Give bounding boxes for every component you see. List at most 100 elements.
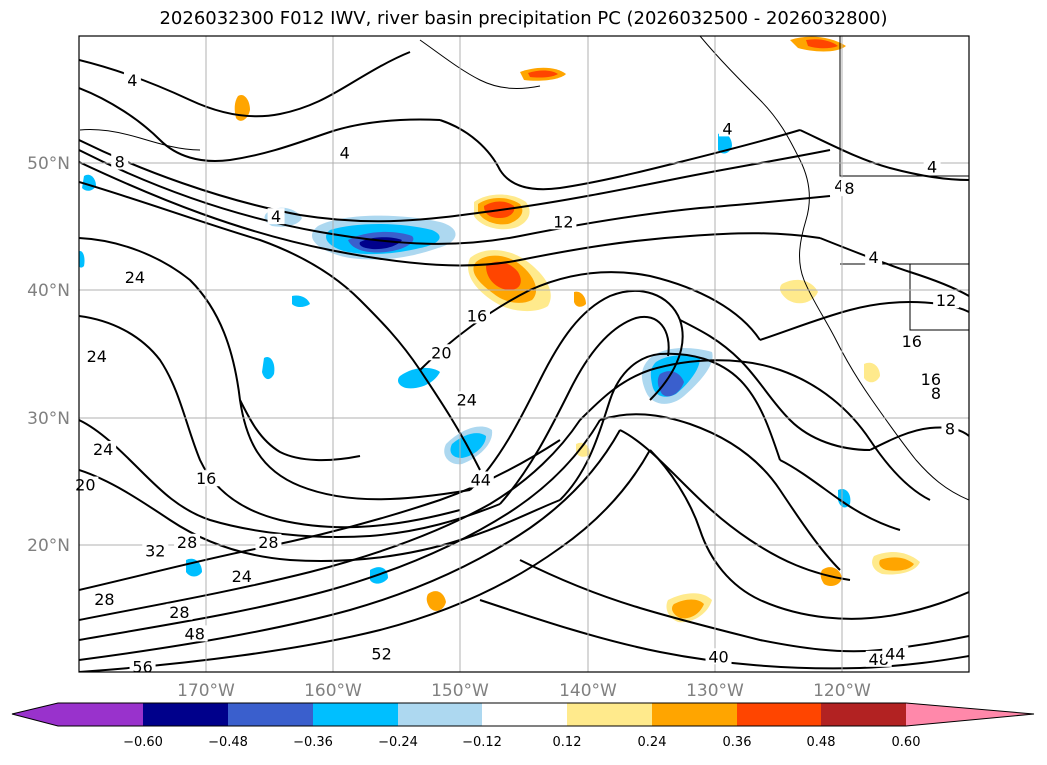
contour-label-background — [255, 533, 282, 550]
contour-label-background — [368, 645, 395, 662]
contour-label: 12 — [553, 212, 573, 231]
contour-label-background — [129, 658, 156, 675]
lat-labels: 20°N 30°N 40°N 50°N — [27, 154, 70, 556]
colorbar-bin — [482, 703, 567, 726]
colorbar-bin — [567, 703, 652, 726]
lon-label: 120°W — [813, 681, 871, 701]
colorbar-bin — [228, 703, 313, 726]
contour-label-background — [336, 144, 354, 161]
contour-label-background — [428, 344, 455, 361]
lat-label: 50°N — [27, 154, 70, 174]
contour-label-background — [933, 292, 960, 309]
contour-label: 24 — [457, 390, 477, 409]
contour-label: 28 — [258, 533, 278, 552]
contour-label-background — [865, 248, 883, 265]
contour-label-background — [882, 645, 909, 662]
contour-label-background — [111, 153, 129, 170]
contour-label-background — [941, 420, 959, 437]
contour-label-background — [166, 603, 193, 620]
contour-label-background — [467, 471, 494, 488]
contour-label: 44 — [471, 470, 491, 489]
contour-label-background — [463, 307, 490, 324]
colorbar-tick: −0.12 — [462, 735, 502, 750]
lon-label: 160°W — [304, 681, 362, 701]
contour-label: 20 — [75, 476, 95, 495]
contour-label-background — [917, 370, 944, 387]
contour-label: 20 — [431, 343, 451, 362]
contour-label-background — [923, 158, 941, 175]
contour-label: 24 — [87, 347, 107, 366]
contour-label: 24 — [125, 268, 145, 287]
contour-label: 28 — [94, 590, 114, 609]
lon-label: 150°W — [431, 681, 489, 701]
contour-label-background — [83, 348, 110, 365]
contour-label-background — [123, 72, 141, 89]
contour-label-background — [142, 542, 169, 559]
contour-label-background — [174, 533, 201, 550]
lon-label: 170°W — [177, 681, 235, 701]
lon-label: 130°W — [686, 681, 744, 701]
contour-label-background — [193, 470, 220, 487]
contour-label: 16 — [921, 370, 941, 389]
contour-label: 24 — [232, 567, 252, 586]
contour-label: 16 — [902, 332, 922, 351]
map-frame — [79, 36, 969, 672]
colorbar-extend-min — [12, 703, 58, 726]
colorbar-tick: 0.36 — [723, 735, 752, 750]
colorbar-bin — [821, 703, 906, 726]
contour-label: 8 — [115, 152, 125, 171]
contour-label-background — [453, 391, 480, 408]
colorbar-bin — [58, 703, 143, 726]
graticule — [79, 36, 969, 672]
contour-label-background — [718, 120, 736, 137]
contour-label-background — [898, 332, 925, 349]
colorbar-tick: 0.24 — [638, 735, 667, 750]
contour-label-background — [840, 180, 858, 197]
colorbar-tick: 0.60 — [892, 735, 921, 750]
contour-label-background — [228, 568, 255, 585]
contour-label: 12 — [936, 291, 956, 310]
colorbar-bin — [737, 703, 821, 726]
contour-label: 4 — [271, 207, 281, 226]
contour-label: 8 — [945, 420, 955, 439]
colorbar-bin — [143, 703, 228, 726]
colorbar-extend-max — [906, 703, 1034, 726]
map-title: 2026032300 F012 IWV, river basin precipi… — [159, 8, 888, 29]
map-border — [78, 35, 970, 673]
lon-label: 140°W — [559, 681, 617, 701]
contour-label: 32 — [145, 542, 165, 561]
contour-label-background — [705, 648, 732, 665]
contour-label-background — [121, 269, 148, 286]
contour-label: 48 — [185, 624, 205, 643]
lat-label: 40°N — [27, 281, 70, 301]
contour-label: 56 — [132, 657, 152, 676]
contour-label: 52 — [371, 645, 391, 664]
colorbar: −0.60 −0.48 −0.36 −0.24 −0.12 0.12 0.24 … — [11, 702, 1035, 750]
contour-label: 16 — [196, 469, 216, 488]
lon-labels: 170°W 160°W 150°W 140°W 130°W 120°W — [177, 681, 871, 701]
contour-label: 24 — [93, 440, 113, 459]
contour-label: 8 — [844, 179, 854, 198]
colorbar-bin — [313, 703, 398, 726]
contour-label: 44 — [885, 645, 905, 664]
contour-label-background — [90, 440, 117, 457]
colorbar-bin — [398, 703, 482, 726]
colorbar-tick: −0.60 — [123, 735, 163, 750]
lat-label: 20°N — [27, 536, 70, 556]
contour-label: 28 — [169, 603, 189, 622]
lat-label: 30°N — [27, 409, 70, 429]
colorbar-outline — [11, 702, 1035, 727]
contour-label-background — [181, 625, 208, 642]
contour-label-background — [927, 384, 945, 401]
contour-label: 28 — [177, 533, 197, 552]
colorbar-tick: −0.36 — [293, 735, 333, 750]
colorbar-tick: 0.12 — [553, 735, 582, 750]
colorbar-tick: −0.48 — [208, 735, 248, 750]
contour-label-background — [91, 591, 118, 608]
contour-label: 40 — [708, 647, 728, 666]
contour-label: 4 — [127, 71, 137, 90]
contour-label: 4 — [927, 158, 937, 177]
contour-label-background — [267, 208, 285, 225]
